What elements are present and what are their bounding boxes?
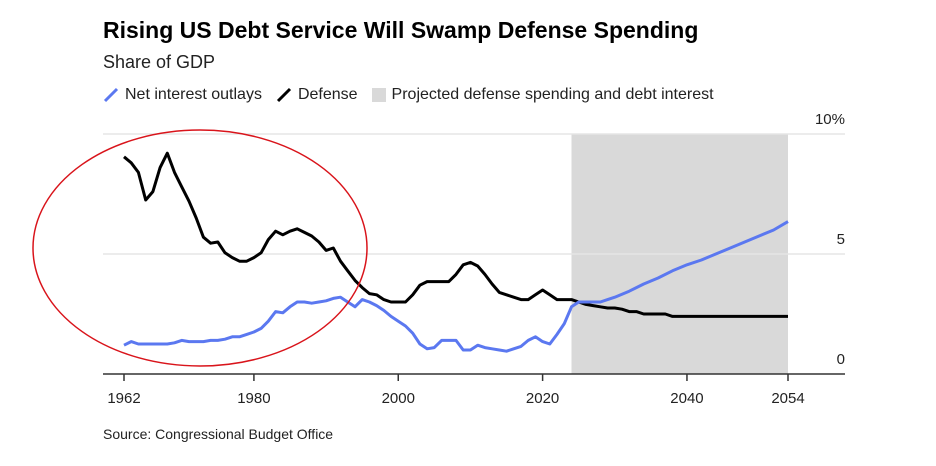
x-tick-label: 2040 (670, 390, 703, 407)
y-tick-label: 0 (837, 351, 845, 368)
x-tick-label: 2000 (382, 390, 415, 407)
source-note: Source: Congressional Budget Office (103, 426, 334, 442)
red-circle-annotation (32, 129, 368, 367)
legend-item-projection: Projected defense spending and debt inte… (371, 86, 714, 104)
x-tick-label: 1962 (107, 390, 140, 407)
gray-box-swatch-icon (371, 88, 386, 102)
blue-line-swatch-icon (103, 87, 119, 103)
defense-line (123, 151, 788, 318)
x-tick-label: 2020 (526, 390, 559, 407)
x-tick-label: 2054 (771, 390, 804, 407)
x-tick-label: 1980 (237, 390, 270, 407)
chart-subtitle: Share of GDP (103, 52, 216, 72)
net-interest-line (123, 220, 789, 353)
legend-item-net-interest: Net interest outlays (103, 86, 262, 104)
y-tick-label: 5 (837, 231, 845, 248)
legend-label: Defense (297, 86, 358, 103)
legend: Net interest outlays Defense Projected d… (103, 86, 720, 104)
legend-label: Projected defense spending and debt inte… (391, 86, 714, 103)
legend-item-defense: Defense (276, 86, 358, 104)
legend-label: Net interest outlays (125, 86, 262, 103)
y-tick-label: 10% (815, 111, 845, 128)
black-line-swatch-icon (276, 87, 292, 103)
chart-title: Rising US Debt Service Will Swamp Defens… (103, 17, 699, 43)
